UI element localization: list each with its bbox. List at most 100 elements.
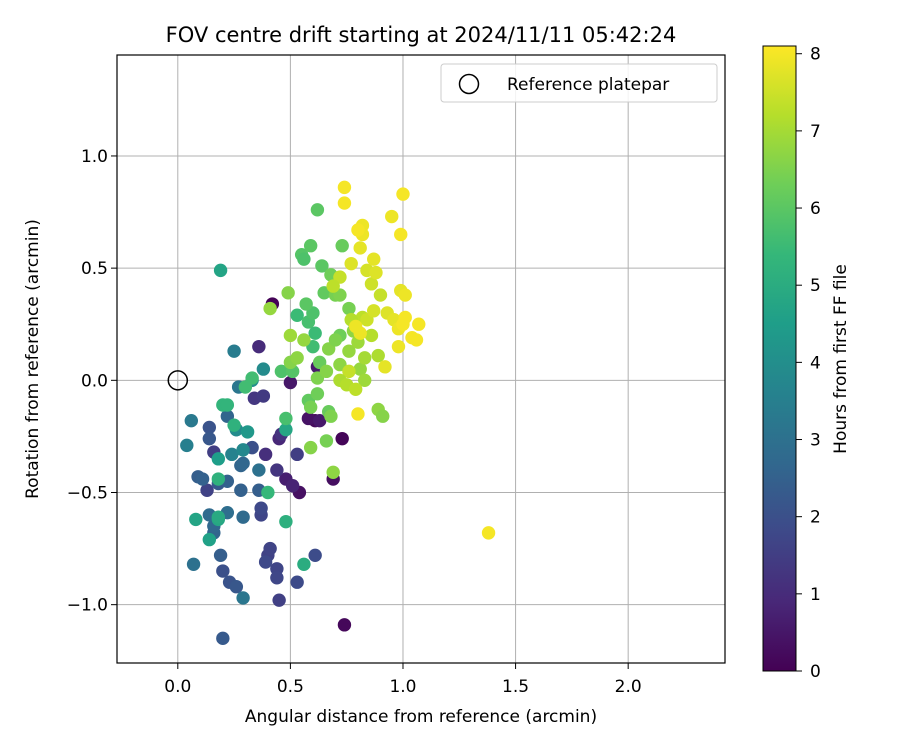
data-point bbox=[180, 438, 194, 453]
data-point bbox=[297, 557, 311, 571]
data-point bbox=[371, 348, 385, 363]
data-point bbox=[398, 310, 412, 325]
data-point bbox=[319, 434, 334, 448]
data-point bbox=[358, 373, 372, 388]
data-point bbox=[216, 564, 230, 578]
legend-label-reference: Reference platepar bbox=[507, 75, 669, 95]
data-point bbox=[225, 447, 239, 462]
data-point bbox=[337, 180, 352, 195]
colorbar-tick-label: 4 bbox=[810, 353, 821, 373]
data-point bbox=[297, 333, 311, 347]
data-point bbox=[234, 483, 248, 497]
data-point bbox=[211, 510, 226, 524]
colorbar-ticks: 0 1 2 3 4 5 6 7 8 bbox=[796, 45, 821, 682]
data-point bbox=[279, 411, 293, 426]
data-point bbox=[283, 375, 298, 390]
y-axis-label: Rotation from reference (arcmin) bbox=[23, 219, 43, 499]
y-tick-label: −0.5 bbox=[67, 483, 108, 503]
y-tick-label: 1.0 bbox=[81, 147, 108, 167]
data-point bbox=[258, 555, 273, 569]
colorbar-tick-label: 7 bbox=[810, 122, 821, 142]
data-point bbox=[256, 362, 271, 376]
data-point bbox=[358, 351, 372, 365]
data-point bbox=[279, 422, 293, 437]
data-point bbox=[236, 443, 250, 457]
x-axis-label: Angular distance from reference (arcmin) bbox=[245, 707, 597, 727]
colorbar-tick-label: 6 bbox=[810, 199, 821, 219]
data-point bbox=[270, 463, 284, 477]
data-point bbox=[261, 485, 275, 500]
data-points bbox=[180, 180, 496, 646]
x-tick-label: 0.0 bbox=[164, 677, 191, 697]
data-point bbox=[281, 286, 295, 300]
data-point bbox=[211, 472, 226, 486]
reference-marker-group bbox=[167, 370, 189, 391]
data-point bbox=[391, 339, 406, 354]
data-point bbox=[342, 364, 356, 379]
data-point bbox=[376, 409, 390, 423]
data-point bbox=[272, 593, 286, 607]
data-point bbox=[216, 631, 230, 646]
data-point bbox=[326, 279, 340, 293]
data-point bbox=[344, 256, 358, 271]
data-point bbox=[252, 339, 266, 354]
data-point bbox=[236, 591, 250, 605]
data-point bbox=[353, 326, 367, 340]
data-point bbox=[412, 317, 426, 331]
x-tick-label: 1.5 bbox=[502, 677, 529, 697]
data-point bbox=[263, 301, 277, 316]
data-point bbox=[328, 333, 343, 347]
data-point bbox=[270, 571, 284, 585]
data-point bbox=[396, 187, 410, 201]
data-point bbox=[342, 344, 356, 358]
x-tick-label: 1.0 bbox=[389, 677, 416, 697]
data-point bbox=[236, 456, 250, 471]
data-point bbox=[290, 575, 304, 589]
data-point bbox=[189, 512, 203, 527]
data-point bbox=[324, 409, 338, 423]
data-point bbox=[481, 526, 496, 540]
colorbar-tick-label: 0 bbox=[810, 662, 821, 682]
data-point bbox=[303, 400, 318, 414]
data-point bbox=[319, 364, 334, 379]
data-point bbox=[263, 541, 277, 556]
data-point bbox=[236, 510, 250, 524]
data-point bbox=[229, 580, 244, 594]
data-point bbox=[285, 479, 300, 493]
data-point bbox=[310, 387, 325, 401]
data-point bbox=[348, 382, 363, 396]
y-tick-label: 0.0 bbox=[81, 371, 108, 391]
data-point bbox=[308, 548, 322, 563]
colorbar-tick-label: 5 bbox=[810, 276, 821, 296]
colorbar-tick-label: 1 bbox=[810, 585, 821, 605]
data-point bbox=[373, 288, 388, 302]
data-point bbox=[238, 380, 253, 394]
data-point bbox=[202, 431, 217, 446]
legend: Reference platepar bbox=[440, 63, 718, 103]
data-point bbox=[364, 328, 379, 343]
data-point bbox=[184, 413, 199, 428]
data-point bbox=[299, 297, 313, 311]
colorbar-tick-label: 8 bbox=[810, 45, 821, 65]
data-point bbox=[353, 362, 367, 376]
data-point bbox=[290, 447, 304, 462]
data-point bbox=[202, 420, 217, 435]
data-point bbox=[213, 263, 228, 278]
data-point bbox=[303, 239, 318, 253]
data-point bbox=[303, 440, 318, 455]
data-point bbox=[308, 326, 322, 340]
data-point bbox=[240, 425, 255, 439]
data-point bbox=[326, 465, 340, 479]
data-point bbox=[301, 411, 316, 426]
data-point bbox=[337, 196, 352, 210]
data-point bbox=[297, 252, 311, 266]
x-tick-label: 2.0 bbox=[615, 677, 642, 697]
data-point bbox=[211, 452, 226, 466]
data-point bbox=[385, 209, 399, 224]
data-point bbox=[353, 241, 367, 255]
data-point bbox=[394, 227, 408, 242]
data-point bbox=[409, 333, 424, 347]
data-point bbox=[310, 203, 325, 217]
data-point bbox=[367, 304, 381, 318]
data-point bbox=[367, 252, 381, 266]
